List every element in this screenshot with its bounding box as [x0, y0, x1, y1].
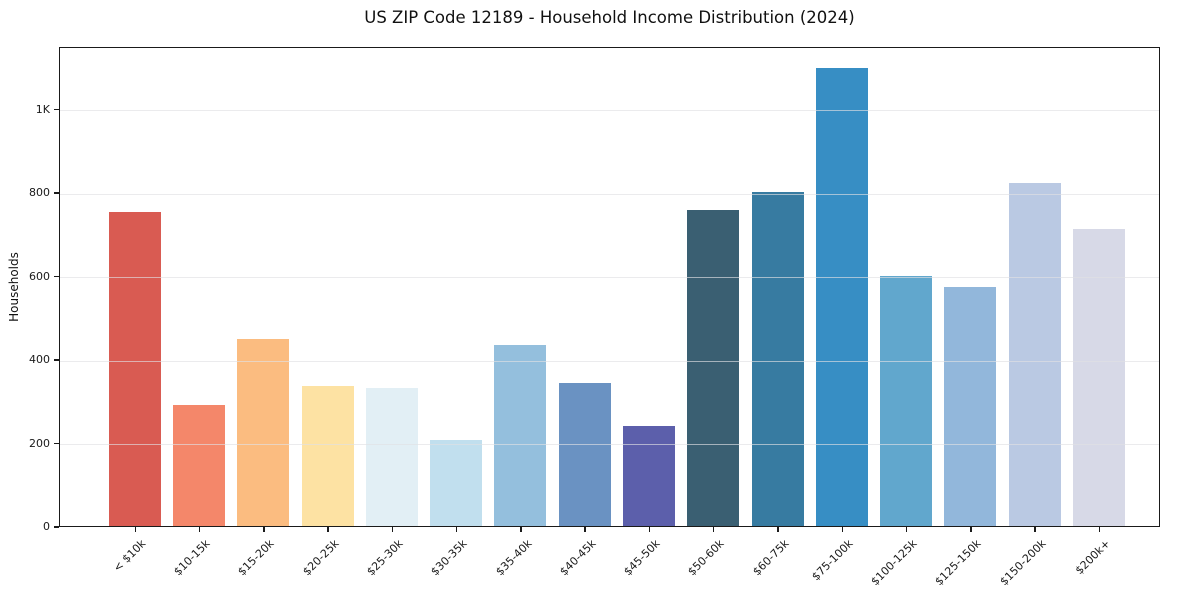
x-tick-mark [1034, 527, 1036, 532]
bar-10k [108, 212, 161, 526]
x-tick-label: $125-150k [932, 537, 984, 589]
x-tick-mark [648, 527, 651, 532]
y-axis-label: Households [7, 252, 21, 322]
x-tick-label: $10-15k [171, 537, 213, 579]
grid-line [60, 360, 1159, 362]
y-tick-mark [54, 359, 59, 361]
x-tick-label: $100-125k [868, 537, 920, 589]
x-tick-label: $45-50k [621, 537, 663, 579]
grid-line [60, 110, 1159, 112]
x-tick-label: $35-40k [492, 537, 535, 579]
x-tick-mark [1098, 527, 1101, 532]
x-tick-label: $40-45k [557, 537, 599, 579]
bar-40-45k [558, 383, 611, 526]
x-tick-mark [777, 527, 779, 532]
x-tick-mark [198, 527, 201, 532]
y-tick-label: 400 [29, 353, 50, 367]
x-tick-mark [327, 527, 329, 532]
bar-10-15k [173, 405, 226, 526]
bar-125-150k [944, 286, 997, 526]
y-tick-label: 0 [43, 520, 50, 533]
x-tick-mark [970, 527, 972, 532]
bar-15-20k [237, 339, 290, 526]
x-tick-label: $20-25k [300, 537, 342, 579]
grid-line [60, 277, 1159, 279]
bar-150-200k [1008, 183, 1061, 526]
y-tick-label: 200 [29, 436, 50, 450]
x-tick-mark [520, 527, 522, 532]
y-tick-mark [54, 108, 59, 111]
x-tick-mark [905, 527, 908, 532]
bar-50-60k [687, 210, 740, 526]
x-tick-label: $50-60k [685, 537, 727, 579]
x-tick-label: $75-100k [809, 537, 856, 584]
y-tick-mark [54, 275, 59, 278]
bar-75-100k [815, 68, 868, 526]
x-tick-mark [263, 527, 265, 532]
bar-100-125k [880, 275, 933, 526]
plot-area [59, 47, 1160, 527]
x-tick-mark [455, 527, 458, 532]
x-tick-label: < $10k [110, 537, 149, 575]
x-tick-label: $150-200k [997, 537, 1049, 589]
y-tick-mark [54, 442, 59, 445]
x-tick-mark [391, 527, 394, 532]
x-tick-mark [841, 527, 844, 532]
x-tick-label: $30-35k [428, 537, 470, 579]
bar-60-75k [751, 192, 804, 526]
bar-200k [1072, 229, 1125, 526]
y-tick-label: 600 [29, 269, 50, 283]
grid-line [60, 193, 1159, 195]
bar-20-25k [301, 385, 354, 526]
x-tick-mark [134, 527, 137, 532]
y-tick-mark [54, 192, 59, 194]
x-tick-mark [584, 527, 586, 532]
y-tick-label: 800 [29, 186, 50, 200]
x-tick-label: $25-30k [364, 537, 406, 579]
bar-45-50k [622, 425, 675, 526]
x-tick-label: $60-75k [749, 537, 792, 579]
bar-35-40k [494, 345, 547, 526]
y-tick-label: 1K [35, 102, 50, 116]
x-tick-label: $200k+ [1072, 537, 1113, 578]
y-tick-mark [54, 526, 59, 528]
grid-line [60, 444, 1159, 446]
chart-title: US ZIP Code 12189 - Household Income Dis… [364, 8, 855, 27]
bar-25-30k [365, 387, 418, 526]
x-tick-label: $15-20k [235, 537, 278, 579]
x-tick-mark [712, 527, 715, 532]
bar-30-35k [430, 439, 483, 526]
